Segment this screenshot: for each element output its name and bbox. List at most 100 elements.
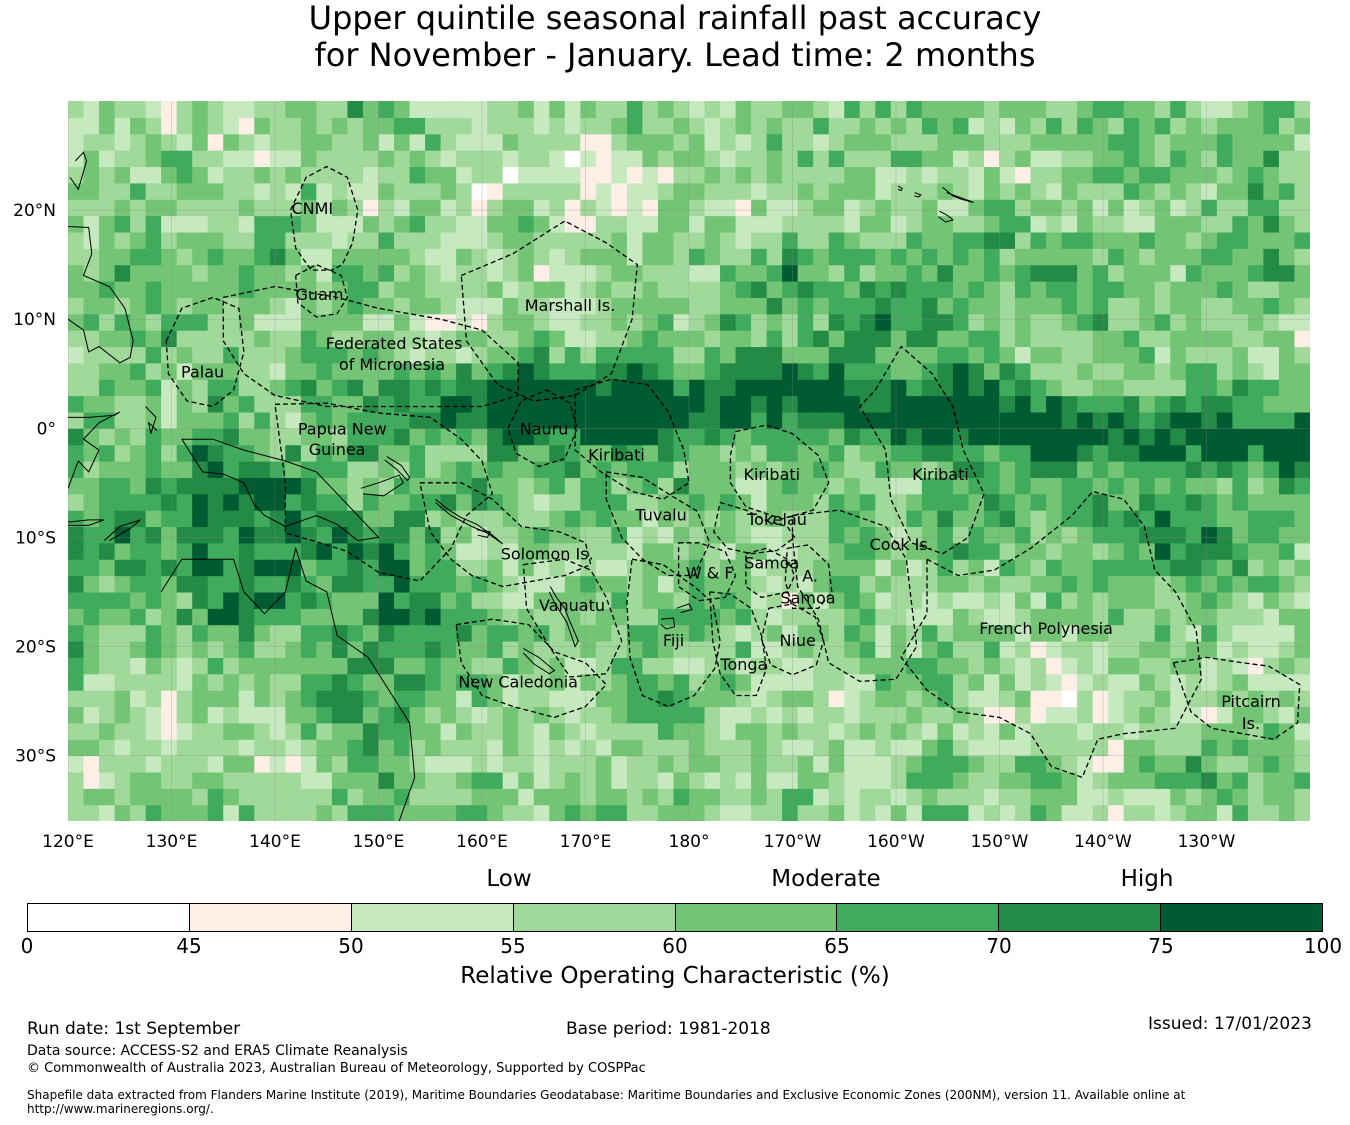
heatmap-cell	[1061, 771, 1078, 789]
heatmap-cell	[968, 510, 985, 528]
heatmap-cell	[440, 379, 457, 397]
heatmap-cell	[1294, 624, 1310, 642]
heatmap-cell	[751, 673, 768, 691]
region-label: CNMI	[291, 199, 333, 218]
heatmap-cell	[1123, 739, 1140, 757]
heatmap-cell	[1123, 444, 1140, 462]
heatmap-cell	[952, 313, 970, 331]
heatmap-cell	[782, 248, 799, 266]
heatmap-cell	[735, 559, 752, 577]
heatmap-cell	[720, 591, 737, 609]
heatmap-cell	[875, 166, 892, 184]
heatmap-cell	[409, 395, 426, 413]
heatmap-cell	[1139, 493, 1156, 511]
heatmap-cell	[145, 182, 162, 200]
heatmap-cell	[269, 771, 286, 789]
heatmap-cell	[316, 428, 333, 446]
heatmap-cell	[766, 510, 783, 528]
heatmap-cell	[331, 313, 349, 331]
heatmap-cell	[68, 411, 85, 429]
heatmap-cell	[471, 542, 488, 560]
heatmap-cell	[518, 411, 535, 429]
heatmap-cell	[828, 444, 845, 462]
heatmap-cell	[642, 182, 659, 200]
heatmap-cell	[999, 542, 1016, 560]
heatmap-cell	[331, 722, 349, 740]
heatmap-cell	[1216, 591, 1233, 609]
heatmap-cell	[285, 608, 302, 626]
heatmap-cell	[1216, 706, 1233, 724]
heatmap-cell	[409, 804, 426, 821]
heatmap-cell	[331, 608, 349, 626]
heatmap-cell	[580, 690, 597, 708]
heatmap-cell	[1154, 804, 1171, 821]
heatmap-cell	[207, 804, 224, 821]
heatmap-cell	[331, 411, 349, 429]
heatmap-cell	[347, 199, 364, 217]
heatmap-cell	[549, 673, 566, 691]
heatmap-cell	[549, 379, 566, 397]
heatmap-cell	[595, 706, 612, 724]
heatmap-cell	[254, 379, 271, 397]
heatmap-cell	[518, 673, 535, 691]
heatmap-cell	[828, 755, 845, 773]
heatmap-cell	[440, 133, 457, 151]
heatmap-cell	[890, 297, 907, 315]
heatmap-cell	[704, 477, 721, 495]
heatmap-cell	[999, 281, 1016, 298]
heatmap-cell	[797, 624, 814, 642]
heatmap-cell	[161, 297, 178, 315]
heatmap-cell	[1170, 673, 1187, 691]
heatmap-cell	[394, 608, 411, 626]
heatmap-cell	[1247, 755, 1265, 773]
heatmap-cell	[595, 150, 612, 168]
heatmap-cell	[1123, 493, 1140, 511]
region-label: Guinea	[309, 440, 366, 459]
heatmap-cell	[735, 641, 752, 658]
heatmap-cell	[254, 461, 271, 478]
heatmap-cell	[316, 526, 333, 544]
heatmap-cell	[378, 428, 395, 446]
heatmap-cell	[145, 477, 162, 495]
heatmap-cell	[626, 395, 644, 413]
heatmap-cell	[1108, 313, 1125, 331]
heatmap-cell	[285, 215, 302, 233]
heatmap-cell	[890, 362, 907, 380]
heatmap-cell	[471, 477, 488, 495]
heatmap-cell	[1185, 542, 1202, 560]
heatmap-cell	[533, 510, 550, 528]
heatmap-cell	[518, 788, 535, 806]
heatmap-cell	[844, 215, 861, 233]
heatmap-cell	[859, 117, 876, 135]
heatmap-cell	[564, 346, 581, 364]
heatmap-cell	[207, 510, 224, 528]
heatmap-cell	[828, 297, 845, 315]
heatmap-cell	[968, 526, 985, 544]
heatmap-cell	[409, 428, 426, 446]
heatmap-cell	[1030, 510, 1047, 528]
heatmap-cell	[642, 264, 659, 282]
heatmap-cell	[1077, 313, 1094, 331]
heatmap-cell	[844, 788, 861, 806]
heatmap-cell	[161, 444, 178, 462]
heatmap-cell	[1154, 395, 1171, 413]
heatmap-cell	[751, 739, 768, 757]
heatmap-cell	[751, 199, 768, 217]
heatmap-cell	[238, 657, 255, 675]
heatmap-cell	[813, 264, 830, 282]
heatmap-cell	[487, 755, 504, 773]
heatmap-cell	[1139, 215, 1156, 233]
colorbar-bin-60-65	[674, 904, 837, 931]
heatmap-cell	[394, 313, 411, 331]
heatmap-cell	[456, 231, 473, 249]
heatmap-cell	[1077, 673, 1094, 691]
heatmap-cell	[689, 362, 706, 380]
heatmap-cell	[657, 281, 675, 298]
heatmap-cell	[1170, 690, 1187, 708]
heatmap-cell	[254, 526, 271, 544]
heatmap-cell	[937, 346, 954, 364]
heatmap-cell	[906, 281, 923, 298]
heatmap-cell	[1294, 133, 1310, 151]
heatmap-cell	[611, 166, 628, 184]
heatmap-cell	[906, 542, 923, 560]
